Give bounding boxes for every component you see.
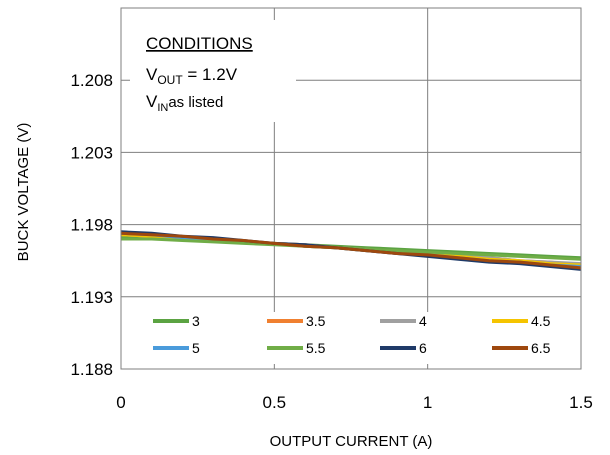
annotation-vin-line: VINas listed [146, 92, 223, 114]
legend-label: 6.5 [531, 340, 551, 356]
y-tick-label: 1.198 [70, 216, 113, 235]
x-tick-label: 0 [116, 393, 125, 412]
series-lines [120, 230, 582, 271]
legend-label: 6 [419, 340, 427, 356]
x-tick-label: 1 [423, 393, 432, 412]
x-tick-label: 0.5 [263, 393, 287, 412]
y-axis-title: BUCK VOLTAGE (V) [15, 123, 32, 262]
annotation-background [130, 20, 296, 122]
conditions-annotation: CONDITIONS VOUT = 1.2V VINas listed [130, 20, 296, 122]
y-tick-label: 1.193 [70, 288, 113, 307]
y-tick-label: 1.203 [70, 143, 113, 162]
y-tick-label: 1.208 [70, 71, 113, 90]
y-tick-label: 1.188 [70, 360, 113, 379]
legend-label: 5 [192, 340, 200, 356]
legend-label: 5.5 [306, 340, 326, 356]
x-axis-title: OUTPUT CURRENT (A) [270, 433, 433, 450]
legend-label: 4 [419, 313, 427, 329]
legend: 3 3.5 4 4.5 5 5.5 6 6.5 [140, 312, 580, 364]
annotation-heading: CONDITIONS [146, 34, 253, 53]
plot-area-frame [120, 7, 582, 370]
legend-label: 4.5 [531, 313, 551, 329]
y-tick-labels: 1.188 1.193 1.198 1.203 1.208 [70, 71, 113, 379]
x-tick-labels: 0 0.5 1 1.5 [116, 393, 593, 412]
x-tick-label: 1.5 [569, 393, 593, 412]
series-line-6-5 [120, 231, 582, 270]
legend-label: 3 [192, 313, 200, 329]
legend-label: 3.5 [306, 313, 326, 329]
annotation-vout-line: VOUT = 1.2V [146, 65, 238, 87]
